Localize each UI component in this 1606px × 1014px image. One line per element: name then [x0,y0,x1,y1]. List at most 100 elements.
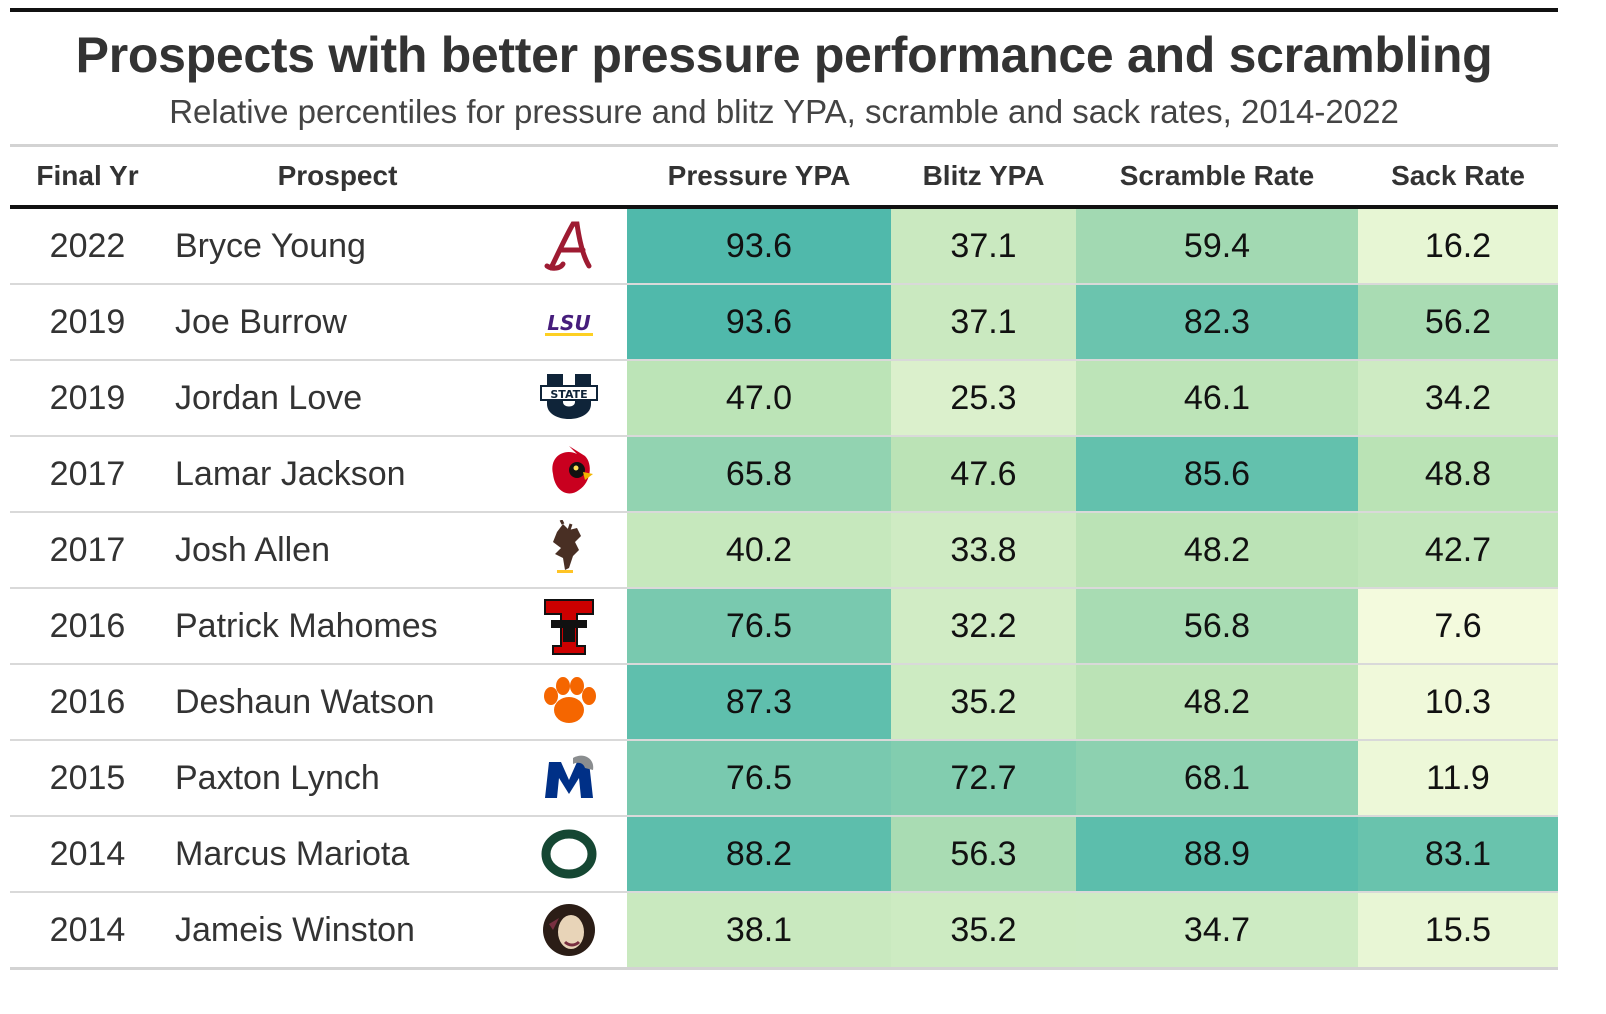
column-header-year[interactable]: Final Yr [10,147,165,207]
blitz-percentile-cell: 37.1 [891,284,1076,360]
scramble-percentile-cell: 85.6 [1076,436,1358,512]
table-row: 2015Paxton Lynch76.572.768.111.9 [10,740,1558,816]
scramble-percentile-cell: 56.8 [1076,588,1358,664]
pressure-percentile-cell: 40.2 [627,512,891,588]
prospect-name-cell: Lamar Jackson [165,436,510,512]
school-logo-cell [510,892,627,969]
prospect-name-cell: Marcus Mariota [165,816,510,892]
table-row: 2019Joe BurrowLSU93.637.182.356.2 [10,284,1558,360]
scramble-percentile-cell: 88.9 [1076,816,1358,892]
table-row: 2022Bryce Young 93.637.159.416.2 [10,207,1558,284]
year-cell: 2019 [10,360,165,436]
scramble-percentile-cell: 34.7 [1076,892,1358,969]
prospect-name-cell: Jordan Love [165,360,510,436]
school-logo-cell [510,436,627,512]
florida-state-logo [539,900,599,960]
year-cell: 2014 [10,816,165,892]
pressure-percentile-cell: 93.6 [627,284,891,360]
column-header-blitz[interactable]: Blitz YPA [891,147,1076,207]
sack-percentile-cell: 34.2 [1358,360,1558,436]
prospect-name-cell: Deshaun Watson [165,664,510,740]
school-logo-cell: STATE [510,360,627,436]
sack-percentile-cell: 42.7 [1358,512,1558,588]
utah-state-logo: STATE [539,368,599,428]
prospects-table: Final Yr Prospect Pressure YPA Blitz YPA… [10,147,1558,970]
pressure-percentile-cell: 47.0 [627,360,891,436]
pressure-percentile-cell: 93.6 [627,207,891,284]
alabama-logo [539,216,599,276]
sack-percentile-cell: 48.8 [1358,436,1558,512]
table-row: 2016Deshaun Watson 87.335.248.210.3 [10,664,1558,740]
blitz-percentile-cell: 47.6 [891,436,1076,512]
column-header-logo [510,147,627,207]
scramble-percentile-cell: 82.3 [1076,284,1358,360]
school-logo-cell [510,740,627,816]
table-row: 2019Jordan Love STATE 47.025.346.134.2 [10,360,1558,436]
sack-percentile-cell: 10.3 [1358,664,1558,740]
sack-percentile-cell: 83.1 [1358,816,1558,892]
table-body: 2022Bryce Young 93.637.159.416.2 2019Joe B… [10,207,1558,969]
year-cell: 2016 [10,664,165,740]
memphis-logo [539,748,599,808]
blitz-percentile-cell: 56.3 [891,816,1076,892]
louisville-logo [539,444,599,504]
column-header-sack[interactable]: Sack Rate [1358,147,1558,207]
top-rule [10,8,1558,12]
prospect-name-cell: Joe Burrow [165,284,510,360]
school-logo-cell: LSU [510,284,627,360]
oregon-logo [539,824,599,884]
sack-percentile-cell: 7.6 [1358,588,1558,664]
blitz-percentile-cell: 37.1 [891,207,1076,284]
blitz-percentile-cell: 35.2 [891,892,1076,969]
school-logo-cell [510,664,627,740]
year-cell: 2017 [10,436,165,512]
scramble-percentile-cell: 48.2 [1076,664,1358,740]
pressure-percentile-cell: 87.3 [627,664,891,740]
sack-percentile-cell: 16.2 [1358,207,1558,284]
table-row: 2014Marcus Mariota 88.256.388.983.1 [10,816,1558,892]
chart-title: Prospects with better pressure performan… [10,26,1558,84]
prospect-name-cell: Paxton Lynch [165,740,510,816]
pressure-percentile-cell: 88.2 [627,816,891,892]
prospect-name-cell: Jameis Winston [165,892,510,969]
scramble-percentile-cell: 46.1 [1076,360,1358,436]
year-cell: 2016 [10,588,165,664]
svg-text:LSU: LSU [547,311,590,335]
column-header-pressure[interactable]: Pressure YPA [627,147,891,207]
blitz-percentile-cell: 32.2 [891,588,1076,664]
sack-percentile-cell: 56.2 [1358,284,1558,360]
chart-subtitle: Relative percentiles for pressure and bl… [10,90,1558,134]
column-header-scramble[interactable]: Scramble Rate [1076,147,1358,207]
table-row: 2017Josh Allen 40.233.848.242.7 [10,512,1558,588]
svg-text:STATE: STATE [550,388,587,401]
header-row: Final Yr Prospect Pressure YPA Blitz YPA… [10,147,1558,207]
blitz-percentile-cell: 35.2 [891,664,1076,740]
scramble-percentile-cell: 48.2 [1076,512,1358,588]
school-logo-cell [510,207,627,284]
scramble-percentile-cell: 68.1 [1076,740,1358,816]
pressure-percentile-cell: 65.8 [627,436,891,512]
prospect-name-cell: Josh Allen [165,512,510,588]
blitz-percentile-cell: 33.8 [891,512,1076,588]
table-row: 2017Lamar Jackson 65.847.685.648.8 [10,436,1558,512]
year-cell: 2022 [10,207,165,284]
texas-tech-logo [539,596,599,656]
chart-container: Prospects with better pressure performan… [10,8,1558,970]
pressure-percentile-cell: 76.5 [627,740,891,816]
pressure-percentile-cell: 38.1 [627,892,891,969]
table-row: 2016Patrick Mahomes76.532.256.87.6 [10,588,1558,664]
year-cell: 2014 [10,892,165,969]
sack-percentile-cell: 15.5 [1358,892,1558,969]
scramble-percentile-cell: 59.4 [1076,207,1358,284]
lsu-logo: LSU [539,292,599,352]
column-header-prospect[interactable]: Prospect [165,147,510,207]
prospect-name-cell: Patrick Mahomes [165,588,510,664]
school-logo-cell [510,512,627,588]
wyoming-logo [539,520,599,580]
blitz-percentile-cell: 72.7 [891,740,1076,816]
year-cell: 2015 [10,740,165,816]
blitz-percentile-cell: 25.3 [891,360,1076,436]
table-row: 2014Jameis Winston 38.135.234.715.5 [10,892,1558,969]
prospect-name-cell: Bryce Young [165,207,510,284]
year-cell: 2017 [10,512,165,588]
